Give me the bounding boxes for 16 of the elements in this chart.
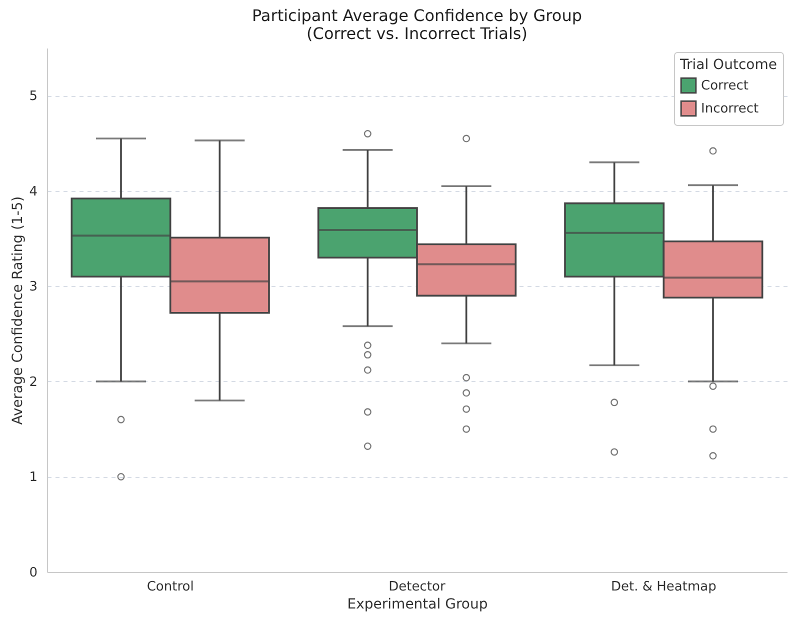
- legend-label: Correct: [701, 78, 748, 94]
- y-axis-title: Average Confidence Rating (1-5): [10, 196, 26, 425]
- y-tick-label: 5: [29, 89, 38, 104]
- legend-title: Trial Outcome: [679, 57, 777, 73]
- y-tick-label: 3: [29, 280, 38, 295]
- x-tick-label: Det. & Heatmap: [610, 580, 716, 594]
- chart-subtitle: (Correct vs. Incorrect Trials): [306, 24, 528, 43]
- x-tick-label: Control: [146, 580, 194, 594]
- y-tick-label: 0: [29, 566, 38, 580]
- y-tick-label: 2: [29, 374, 38, 390]
- x-axis-title: Experimental Group: [347, 596, 488, 612]
- y-tick-label: 1: [29, 470, 38, 486]
- legend-label: Incorrect: [701, 102, 759, 116]
- y-tick-label: 4: [29, 184, 38, 200]
- chart-title: Participant Average Confidence by Group: [252, 6, 582, 25]
- x-tick-label: Detector: [388, 580, 446, 594]
